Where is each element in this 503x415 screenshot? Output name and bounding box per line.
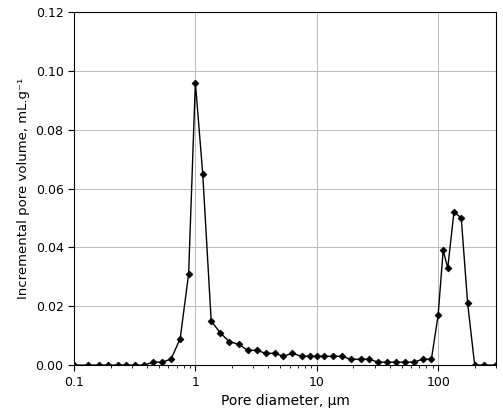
Y-axis label: Incremental pore volume, mL.g⁻¹: Incremental pore volume, mL.g⁻¹ <box>17 78 30 299</box>
X-axis label: Pore diameter, μm: Pore diameter, μm <box>221 394 350 408</box>
